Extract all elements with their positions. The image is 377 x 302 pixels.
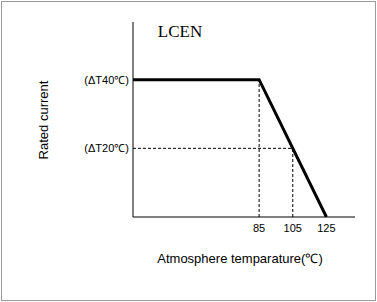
x-tick-label: 105 bbox=[284, 222, 302, 234]
plot-area bbox=[133, 80, 326, 217]
y-axis bbox=[133, 22, 134, 217]
outer-border bbox=[2, 2, 376, 301]
x-tick-label: 125 bbox=[317, 222, 335, 234]
x-axis bbox=[133, 217, 355, 218]
x-axis-label: Atmosphere temparature(℃) bbox=[157, 251, 322, 266]
y-tick-label: (ΔT40℃) bbox=[84, 74, 129, 86]
data-line bbox=[133, 80, 326, 217]
y-guide-line bbox=[133, 148, 293, 149]
chart-svg: LCEN 85 105 125 (ΔT20℃) (ΔT40℃) Atmosphere tem… bbox=[0, 0, 377, 302]
x-tick-label: 85 bbox=[253, 222, 265, 234]
y-axis-label: Rated current bbox=[36, 80, 51, 159]
x-guide-line bbox=[292, 148, 293, 217]
chart-container: LCEN 85 105 125 (ΔT20℃) (ΔT40℃) Atmosphere tem… bbox=[0, 0, 377, 302]
chart-title: LCEN bbox=[158, 22, 202, 41]
y-tick-label: (ΔT20℃) bbox=[84, 142, 129, 154]
